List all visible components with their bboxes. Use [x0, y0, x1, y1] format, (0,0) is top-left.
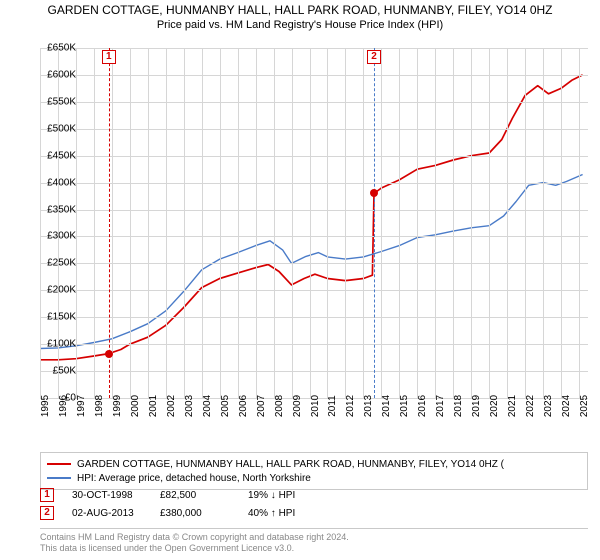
legend-item: GARDEN COTTAGE, HUNMANBY HALL, HALL PARK…	[47, 457, 581, 471]
xtick-label: 1998	[94, 395, 105, 417]
xtick-label: 2021	[507, 395, 518, 417]
sale-row-marker: 2	[40, 506, 54, 520]
xtick-label: 1997	[76, 395, 87, 417]
xtick-label: 2016	[417, 395, 428, 417]
sale-point-1	[105, 350, 113, 358]
chart-area: 12 £0£50K£100K£150K£200K£250K£300K£350K£…	[40, 48, 588, 418]
xtick-label: 2017	[435, 395, 446, 417]
ytick-label: £150K	[47, 312, 76, 323]
ytick-label: £300K	[47, 231, 76, 242]
xtick-label: 2011	[327, 395, 338, 417]
chart-title: GARDEN COTTAGE, HUNMANBY HALL, HALL PARK…	[0, 0, 600, 19]
xtick-label: 1996	[58, 395, 69, 417]
legend-swatch	[47, 477, 71, 479]
sale-marker-2: 2	[367, 50, 381, 64]
xtick-label: 2005	[220, 395, 231, 417]
xtick-label: 2006	[238, 395, 249, 417]
footer: Contains HM Land Registry data © Crown c…	[40, 532, 588, 554]
xtick-label: 2025	[579, 395, 590, 417]
xtick-label: 2020	[489, 395, 500, 417]
plot-region: 12	[40, 48, 588, 398]
ytick-label: £450K	[47, 150, 76, 161]
ytick-label: £400K	[47, 177, 76, 188]
sales-table: 1 30-OCT-1998 £82,500 19% ↓ HPI 2 02-AUG-2013…	[40, 486, 588, 522]
xtick-label: 2002	[166, 395, 177, 417]
xtick-label: 2013	[363, 395, 374, 417]
xtick-label: 2000	[130, 395, 141, 417]
ytick-label: £200K	[47, 285, 76, 296]
legend-label: GARDEN COTTAGE, HUNMANBY HALL, HALL PARK…	[77, 459, 504, 470]
ytick-label: £600K	[47, 69, 76, 80]
footer-line2: This data is licensed under the Open Gov…	[40, 543, 588, 554]
sale-delta: 19% ↓ HPI	[248, 490, 318, 501]
sale-date: 30-OCT-1998	[72, 490, 142, 501]
xtick-label: 1999	[112, 395, 123, 417]
ytick-label: £100K	[47, 339, 76, 350]
sale-row: 2 02-AUG-2013 £380,000 40% ↑ HPI	[40, 504, 588, 522]
ytick-label: £50K	[53, 366, 76, 377]
legend-swatch	[47, 463, 71, 465]
xtick-label: 2012	[345, 395, 356, 417]
series-hpi	[40, 175, 583, 349]
xtick-label: 1995	[40, 395, 51, 417]
chart-subtitle: Price paid vs. HM Land Registry's House …	[0, 19, 600, 35]
legend-label: HPI: Average price, detached house, Nort…	[77, 473, 311, 484]
sale-price: £82,500	[160, 490, 230, 501]
xtick-label: 2023	[543, 395, 554, 417]
legend: GARDEN COTTAGE, HUNMANBY HALL, HALL PARK…	[40, 452, 588, 490]
xtick-label: 2010	[310, 395, 321, 417]
xtick-label: 2024	[561, 395, 572, 417]
xtick-label: 2018	[453, 395, 464, 417]
ytick-label: £250K	[47, 258, 76, 269]
legend-item: HPI: Average price, detached house, Nort…	[47, 471, 581, 485]
xtick-label: 2001	[148, 395, 159, 417]
divider	[40, 528, 588, 529]
ytick-label: £500K	[47, 123, 76, 134]
sale-point-2	[370, 189, 378, 197]
xtick-label: 2007	[256, 395, 267, 417]
ytick-label: £350K	[47, 204, 76, 215]
ytick-label: £550K	[47, 96, 76, 107]
xtick-label: 2008	[274, 395, 285, 417]
sale-row-marker: 1	[40, 488, 54, 502]
xtick-label: 2003	[184, 395, 195, 417]
ytick-label: £650K	[47, 43, 76, 54]
xtick-label: 2009	[292, 395, 303, 417]
chart-container: GARDEN COTTAGE, HUNMANBY HALL, HALL PARK…	[0, 0, 600, 560]
xtick-label: 2022	[525, 395, 536, 417]
sale-delta: 40% ↑ HPI	[248, 508, 318, 519]
sale-row: 1 30-OCT-1998 £82,500 19% ↓ HPI	[40, 486, 588, 504]
footer-line1: Contains HM Land Registry data © Crown c…	[40, 532, 588, 543]
sale-marker-1: 1	[102, 50, 116, 64]
line-plot-svg	[40, 48, 588, 398]
sale-price: £380,000	[160, 508, 230, 519]
xtick-label: 2019	[471, 395, 482, 417]
xtick-label: 2015	[399, 395, 410, 417]
sale-date: 02-AUG-2013	[72, 508, 142, 519]
xtick-label: 2014	[381, 395, 392, 417]
xtick-label: 2004	[202, 395, 213, 417]
